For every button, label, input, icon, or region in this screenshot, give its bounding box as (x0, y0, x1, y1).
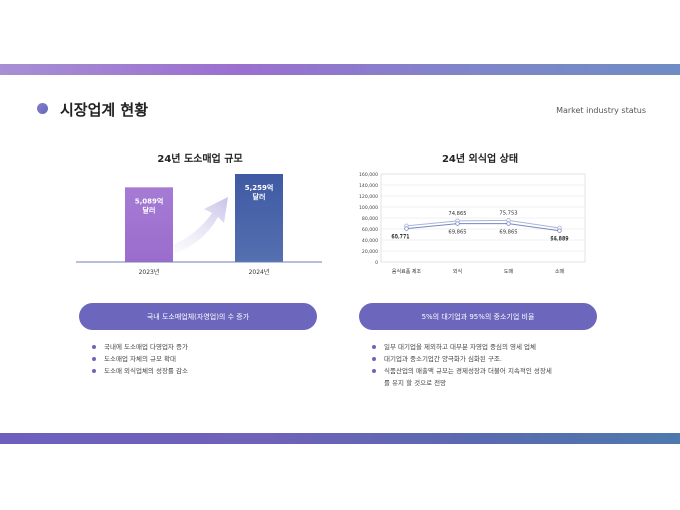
right-summary-pill: 5%의 대기업과 95%의 중소기업 비율 (359, 303, 597, 330)
right-bullet-list: 일부 대기업을 제외하고 대부분 자영업 중심의 영세 업체 대기업과 중소기업… (370, 341, 630, 389)
y-tick-label: 20,000 (362, 249, 378, 255)
list-item: 를 유지 할 것으로 전망 (384, 379, 447, 387)
data-label: 75,753 (499, 210, 517, 216)
data-label: 69,865 (499, 230, 517, 236)
page-subtitle: Market industry status (556, 106, 646, 115)
series-line (406, 219, 560, 229)
y-tick-label: 100,000 (359, 205, 378, 211)
bar-data-label: 달러 (143, 205, 156, 214)
data-point (557, 228, 562, 233)
data-point (455, 221, 460, 226)
x-tick-label: 2023년 (139, 268, 160, 276)
data-label: 69,865 (448, 230, 466, 236)
x-tick-label: 음식료품 제조 (392, 268, 422, 275)
title-bullet-icon (37, 103, 48, 114)
data-point (506, 221, 511, 226)
x-tick-label: 도매 (504, 268, 514, 275)
x-tick-label: 소매 (555, 268, 565, 275)
bottom-accent-bar (0, 433, 680, 444)
right-chart-title: 24년 외식업 상태 (441, 154, 519, 165)
bar-data-label: 5,259억 (245, 183, 274, 192)
left-bullet-list: 국내에 도소매업 다영업자 증가 도소매업 자체의 규모 확대 도소매 외식업체… (90, 341, 310, 377)
data-label: 74,865 (448, 211, 466, 217)
line-chart: 0 20,000 40,000 60,000 80,000 100,000 120,000 1… (359, 172, 586, 275)
bar (125, 187, 173, 262)
left-chart-title: 24년 도소매업 규모 (157, 154, 243, 165)
list-item: 식품산업의 매출액 규모는 경제성장과 더불어 지속적인 성장세 (370, 365, 630, 377)
data-point (404, 226, 409, 231)
data-label: 61,889 (550, 236, 568, 242)
list-item: 대기업과 중소기업간 양극화가 심화된 구조. (370, 353, 630, 365)
data-label: 65,771 (391, 234, 409, 240)
y-tick-label: 40,000 (362, 238, 378, 244)
y-tick-label: 120,000 (359, 194, 378, 200)
page-title: 시장업계 현황 (60, 101, 149, 119)
x-tick-label: 2024년 (249, 268, 270, 276)
y-tick-label: 0 (375, 260, 378, 266)
top-accent-bar (0, 64, 680, 75)
y-tick-label: 80,000 (362, 216, 378, 222)
data-label: 60,771 (391, 235, 409, 241)
series-line (406, 223, 560, 232)
list-item: 국내에 도소매업 다영업자 증가 (90, 341, 310, 353)
y-tick-label: 140,000 (359, 183, 378, 189)
bar-data-label: 달러 (253, 192, 266, 201)
list-item: 도소매 외식업체의 성장률 감소 (90, 365, 310, 377)
y-tick-label: 60,000 (362, 227, 378, 233)
data-label: 56,889 (550, 237, 568, 243)
list-item: 일부 대기업을 제외하고 대부분 자영업 중심의 영세 업체 (370, 341, 630, 353)
list-item: 도소매업 자체의 규모 확대 (90, 353, 310, 365)
bar (235, 174, 283, 262)
left-summary-pill: 국내 도소매업체(자영업)의 수 증가 (79, 303, 317, 330)
bar-data-label: 5,089억 (135, 196, 164, 205)
y-tick-label: 160,000 (359, 172, 378, 178)
x-tick-label: 외식 (453, 268, 462, 275)
